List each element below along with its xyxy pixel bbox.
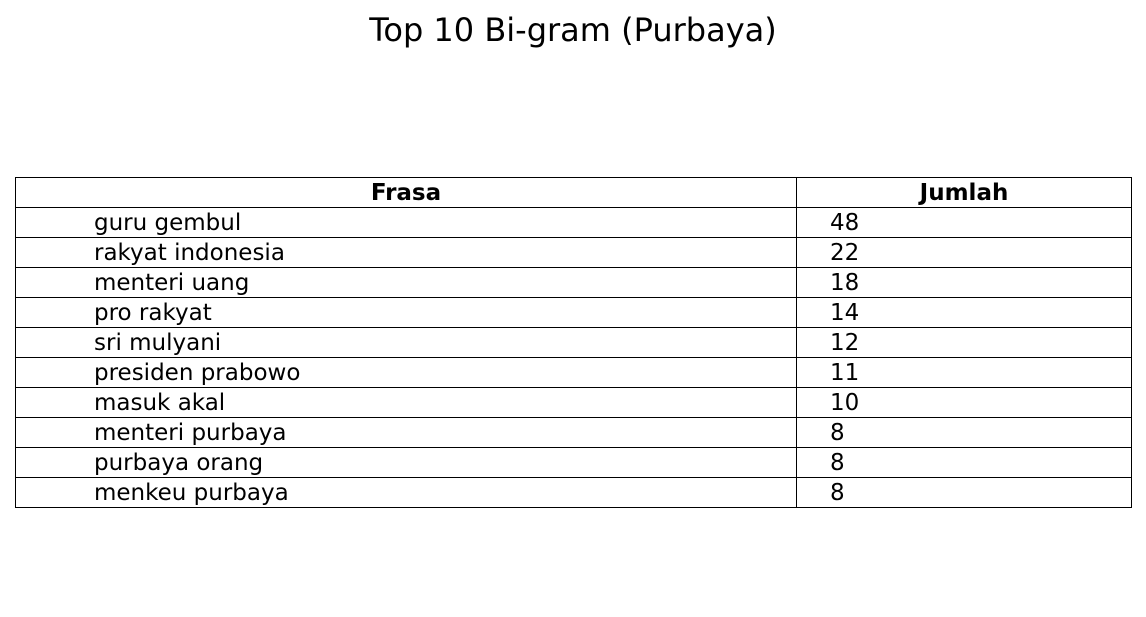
frasa-cell: masuk akal [15, 387, 797, 418]
frasa-cell: menteri uang [15, 267, 797, 298]
jumlah-cell: 8 [796, 477, 1132, 508]
jumlah-cell: 12 [796, 327, 1132, 358]
table-row: menteri uang 18 [15, 267, 1132, 298]
frasa-cell: presiden prabowo [15, 357, 797, 388]
table-row: masuk akal 10 [15, 387, 1132, 418]
frasa-cell: rakyat indonesia [15, 237, 797, 268]
frasa-cell: pro rakyat [15, 297, 797, 328]
jumlah-cell: 14 [796, 297, 1132, 328]
table-row: menteri purbaya 8 [15, 417, 1132, 448]
jumlah-cell: 11 [796, 357, 1132, 388]
jumlah-cell: 18 [796, 267, 1132, 298]
table-row: sri mulyani 12 [15, 327, 1132, 358]
frasa-cell: guru gembul [15, 207, 797, 238]
column-header-frasa: Frasa [15, 177, 797, 208]
frasa-cell: purbaya orang [15, 447, 797, 478]
chart-title: Top 10 Bi-gram (Purbaya) [369, 11, 777, 49]
bigram-table: Frasa Jumlah guru gembul 48 rakyat indon… [15, 177, 1132, 508]
table-row: pro rakyat 14 [15, 297, 1132, 328]
jumlah-cell: 8 [796, 447, 1132, 478]
jumlah-cell: 8 [796, 417, 1132, 448]
frasa-cell: menteri purbaya [15, 417, 797, 448]
table-row: presiden prabowo 11 [15, 357, 1132, 388]
frasa-cell: menkeu purbaya [15, 477, 797, 508]
jumlah-cell: 10 [796, 387, 1132, 418]
table-row: menkeu purbaya 8 [15, 477, 1132, 508]
table-row: guru gembul 48 [15, 207, 1132, 238]
table-row: rakyat indonesia 22 [15, 237, 1132, 268]
jumlah-cell: 48 [796, 207, 1132, 238]
table-header-row: Frasa Jumlah [15, 177, 1132, 208]
column-header-jumlah: Jumlah [796, 177, 1132, 208]
frasa-cell: sri mulyani [15, 327, 797, 358]
table-row: purbaya orang 8 [15, 447, 1132, 478]
jumlah-cell: 22 [796, 237, 1132, 268]
